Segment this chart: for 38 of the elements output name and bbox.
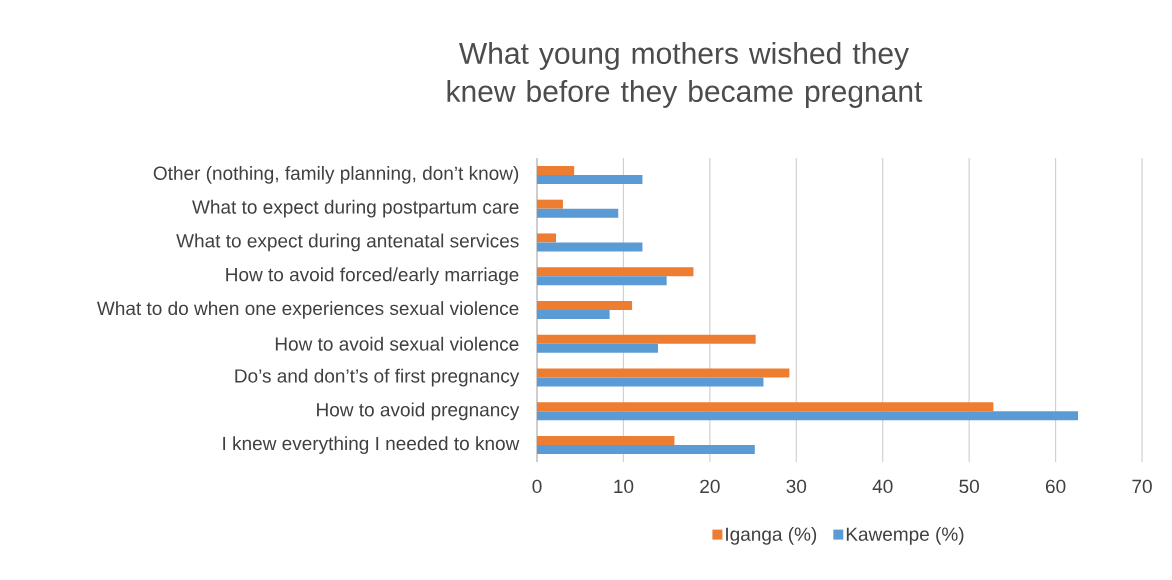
bar — [537, 233, 557, 243]
bar — [537, 242, 643, 252]
bar — [537, 334, 756, 344]
x-tick-label: 50 — [959, 479, 979, 494]
x-tick-label: 0 — [532, 479, 542, 494]
y-tick-label: How to avoid pregnancy — [317, 402, 520, 421]
bar — [537, 309, 610, 319]
bar — [537, 199, 563, 209]
bar — [537, 377, 764, 387]
y-tick-label: What to do when one experiences sexual violence — [96, 301, 519, 319]
bar — [537, 300, 633, 310]
y-tick-label: What to expect during postpartum care — [192, 199, 519, 218]
x-tick-label: 60 — [1045, 479, 1066, 494]
bar — [537, 436, 675, 446]
bar — [537, 402, 994, 412]
bar — [537, 343, 659, 353]
x-tick-label: 20 — [700, 479, 720, 494]
y-tick-label: What to expect during antenatal services — [176, 233, 519, 252]
x-tick-label: 40 — [872, 479, 893, 494]
bar — [537, 276, 667, 286]
bar — [537, 208, 619, 218]
y-tick-label: How to avoid forced/early marriage — [226, 267, 519, 286]
legend-label: Iganga (%) — [726, 526, 817, 545]
x-tick-label: 70 — [1132, 479, 1152, 494]
y-tick-label: I knew everything I needed to know — [223, 436, 520, 454]
y-tick-label: Other (nothing, family planning, don’t know) — [153, 166, 519, 184]
bar — [537, 165, 575, 175]
x-tick-label: 10 — [614, 479, 634, 494]
x-tick-label: 30 — [786, 479, 807, 494]
bar — [537, 445, 755, 455]
bar — [537, 267, 694, 277]
y-tick-label: How to avoid sexual violence — [275, 336, 519, 351]
bar — [537, 368, 790, 378]
chart-title: What young mothers wished they knew before they became pregnant — [447, 42, 923, 108]
y-tick-label: Do’s and don’t’s of first pregnancy — [235, 368, 520, 387]
legend-label: Kawempe (%) — [846, 526, 964, 545]
bar — [537, 174, 643, 184]
bar — [537, 411, 1079, 421]
